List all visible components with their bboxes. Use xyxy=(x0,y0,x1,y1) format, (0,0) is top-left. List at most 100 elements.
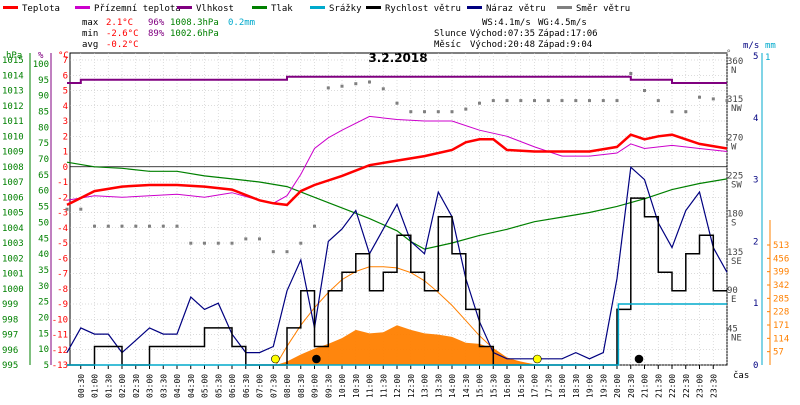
wind-direction-point xyxy=(313,224,316,228)
legend-swatch xyxy=(366,6,381,9)
tick-hpa: 1013 xyxy=(2,87,24,97)
tick-hpa: 995 xyxy=(2,361,18,371)
wind-direction-point xyxy=(629,72,633,75)
tick-solar: 57 xyxy=(773,348,784,358)
tick-x: 09:00 xyxy=(311,374,320,398)
tick-hpa: 1006 xyxy=(2,193,24,203)
tick-pct: 5 xyxy=(44,361,49,371)
tick-x: 23:30 xyxy=(709,374,718,398)
wind-direction-point xyxy=(120,224,124,228)
legend-label: Přízemní teplota xyxy=(94,4,181,14)
tick-temp: 3 xyxy=(63,117,68,127)
wind-speed-line xyxy=(67,197,727,366)
stats-max-press: 1008.3hPa xyxy=(170,18,219,28)
wind-direction-point xyxy=(244,237,248,241)
tick-pct: 75 xyxy=(38,139,49,149)
info-sun-set: Západ:17:06 xyxy=(538,29,598,39)
wind-direction-point xyxy=(134,224,138,228)
tick-ms: 3 xyxy=(753,176,758,186)
wind-direction-point xyxy=(65,207,69,211)
tick-x: 11:30 xyxy=(379,374,388,398)
wind-direction-point xyxy=(106,224,110,228)
tick-hpa: 1015 xyxy=(2,56,24,66)
tick-dir-name: NE xyxy=(731,333,742,343)
wind-direction-point xyxy=(368,80,371,84)
legend-swatch xyxy=(3,6,18,9)
tick-ms: 1 xyxy=(753,299,758,309)
tick-x: 16:00 xyxy=(503,374,512,398)
wind-direction-point xyxy=(381,87,385,91)
tick-temp: -3 xyxy=(57,209,68,219)
tick-x: 06:30 xyxy=(242,374,251,398)
tick-solar: 399 xyxy=(773,268,789,278)
info-wg: WG:4.5m/s xyxy=(538,18,587,28)
tick-pct: 80 xyxy=(38,123,49,133)
wind-direction-point xyxy=(588,99,591,103)
tick-temp: -9 xyxy=(57,300,68,310)
wind-direction-point xyxy=(203,241,206,245)
info-moon-rise: Východ:20:48 xyxy=(470,40,535,50)
tick-hpa: 1014 xyxy=(2,71,24,81)
tick-dir: 225 xyxy=(727,172,743,182)
legend-label: Teplota xyxy=(22,4,60,14)
wind-direction-point xyxy=(175,224,179,228)
tick-pct: 40 xyxy=(38,250,49,260)
wind-direction-point xyxy=(285,250,289,254)
tick-hpa: 1002 xyxy=(2,254,24,264)
tick-pct: 15 xyxy=(38,329,49,339)
info-ws: WS:4.1m/s xyxy=(482,18,531,28)
tick-x: 10:00 xyxy=(338,374,347,398)
tick-solar: 228 xyxy=(773,308,789,318)
info-sun-label: Slunce xyxy=(434,29,467,39)
ground-temp-line xyxy=(66,115,728,204)
stats-avg-label: avg xyxy=(82,40,98,50)
tick-pct: 55 xyxy=(38,203,49,213)
tick-x: 00:30 xyxy=(77,374,86,398)
tick-temp: -5 xyxy=(57,239,68,249)
unit-temp: °C xyxy=(58,51,69,61)
tick-x: 22:00 xyxy=(668,374,677,398)
wind-direction-point xyxy=(326,86,330,90)
tick-pct: 20 xyxy=(38,313,49,323)
tick-x: 12:00 xyxy=(393,374,402,398)
legend-swatch xyxy=(177,6,192,9)
tick-temp: 5 xyxy=(63,87,68,97)
legend-label: Náraz větru xyxy=(486,4,546,14)
tick-x: 16:30 xyxy=(517,374,526,398)
tick-mm-1: 1 xyxy=(765,53,770,63)
chart-title: 3.2.2018 xyxy=(368,51,427,65)
wind-direction-point xyxy=(189,241,193,245)
wind-direction-point xyxy=(230,241,234,245)
wind-direction-point xyxy=(505,99,509,103)
tick-x: 05:00 xyxy=(201,374,210,398)
tick-temp: 1 xyxy=(63,148,68,158)
tick-hpa: 1001 xyxy=(2,270,24,280)
unit-ms: m/s xyxy=(743,41,759,51)
tick-x: 15:30 xyxy=(489,374,498,398)
tick-x: 02:00 xyxy=(118,374,127,398)
tick-temp: -13 xyxy=(52,361,68,371)
tick-hpa: 1000 xyxy=(2,285,24,295)
legend-label: Směr větru xyxy=(576,4,630,14)
wind-direction-point xyxy=(161,224,165,228)
tick-temp: 7 xyxy=(63,56,68,66)
tick-pct: 10 xyxy=(38,345,49,355)
tick-x: 01:00 xyxy=(91,374,100,398)
legend-label: Srážky xyxy=(329,4,362,14)
tick-x: 19:30 xyxy=(599,374,608,398)
tick-dir-name: SE xyxy=(731,257,742,267)
tick-pct: 60 xyxy=(38,187,49,197)
wind-direction-point xyxy=(354,82,358,86)
tick-x: 14:00 xyxy=(448,374,457,398)
tick-pct: 95 xyxy=(38,76,49,86)
tick-hpa: 996 xyxy=(2,346,18,356)
tick-hpa: 1007 xyxy=(2,178,24,188)
tick-x: 18:00 xyxy=(558,374,567,398)
solar-radiation-area xyxy=(276,325,538,365)
temperature-line xyxy=(66,133,728,207)
tick-x: 20:30 xyxy=(627,374,636,398)
wind-direction-point xyxy=(299,241,303,245)
wind-direction-point xyxy=(464,107,468,111)
tick-pct: 90 xyxy=(38,92,49,102)
legend: Teplota Přízemní teplota Vlhkost Tlak Srážky… xyxy=(3,4,630,14)
